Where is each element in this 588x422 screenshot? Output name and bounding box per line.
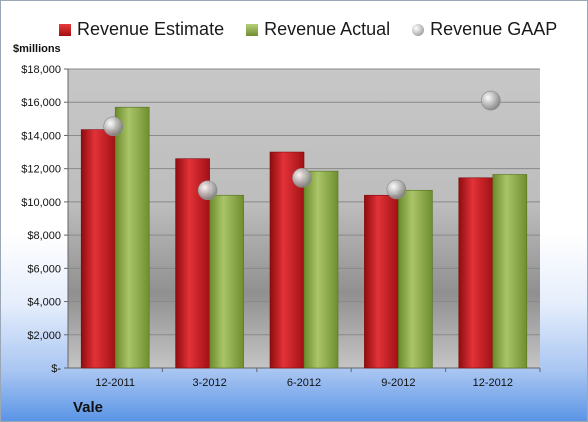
x-tick-label: 6-2012: [287, 377, 321, 389]
company-name: Vale: [73, 399, 104, 416]
y-tick-label: $8,000: [27, 230, 61, 242]
y-tick-label: $4,000: [27, 297, 61, 309]
y-tick-label: $2,000: [27, 330, 61, 342]
legend-item-actual: Revenue Actual: [246, 19, 390, 40]
legend-label-estimate: Revenue Estimate: [77, 19, 225, 39]
bar-revenue-actual: [209, 194, 244, 369]
legend-swatch-estimate: [59, 23, 71, 36]
bar-revenue-estimate: [458, 177, 494, 369]
y-tick-label: $-: [51, 363, 61, 375]
y-tick-label: $16,000: [21, 97, 61, 109]
bar-revenue-estimate: [364, 194, 399, 369]
legend-item-estimate: Revenue Estimate: [59, 19, 224, 40]
legend-label-actual: Revenue Actual: [264, 19, 391, 39]
x-axis-ticks: 12-2011 3-2012 6-2012 9-2012 12-2012: [95, 368, 541, 389]
bar-revenue-actual: [114, 106, 150, 369]
legend-swatch-actual: [246, 23, 259, 36]
point-revenue-gaap: [197, 180, 218, 201]
bar-revenue-estimate: [80, 129, 116, 369]
legend: Revenue Estimate Revenue Actual Revenue …: [59, 19, 557, 40]
bar-revenue-estimate: [269, 151, 305, 369]
bar-revenue-actual: [303, 170, 339, 369]
point-revenue-gaap: [292, 168, 312, 188]
point-revenue-gaap: [386, 179, 407, 200]
y-tick-label: $12,000: [21, 164, 61, 176]
x-tick-label: 12-2011: [95, 377, 135, 389]
gaap-markers: [103, 90, 501, 201]
y-tick-label: $14,000: [21, 130, 61, 142]
legend-item-gaap: Revenue GAAP: [412, 19, 557, 40]
legend-label-gaap: Revenue GAAP: [430, 19, 558, 39]
x-tick-label: 9-2012: [381, 377, 415, 389]
x-tick-label: 3-2012: [192, 377, 226, 389]
y-tick-label: $18,000: [21, 64, 61, 76]
bars: [80, 106, 528, 369]
y-tick-label: $6,000: [27, 263, 61, 275]
bar-revenue-actual: [398, 189, 433, 369]
y-axis-unit-label: $millions: [13, 43, 61, 55]
legend-swatch-gaap: [412, 23, 425, 36]
point-revenue-gaap: [480, 90, 501, 111]
y-tick-label: $10,000: [21, 197, 61, 209]
point-revenue-gaap: [103, 116, 123, 137]
bar-revenue-actual: [492, 174, 528, 369]
x-tick-label: 12-2012: [473, 377, 513, 389]
